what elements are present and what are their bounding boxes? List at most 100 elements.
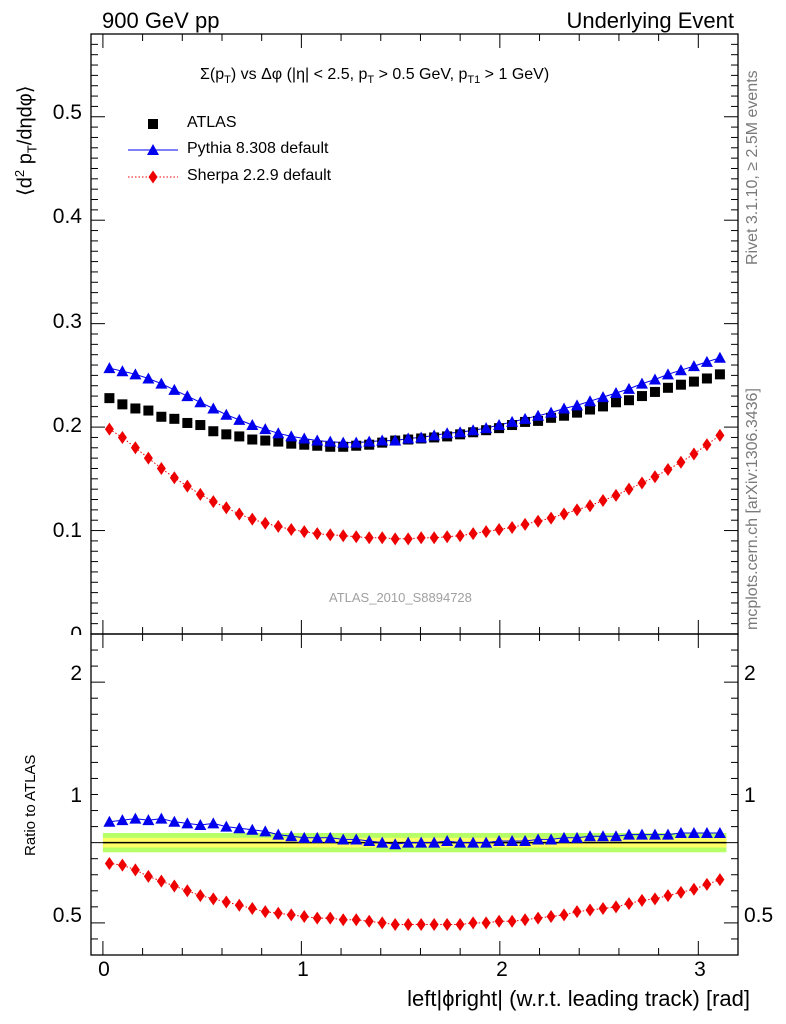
pythia-ratio-point	[635, 828, 648, 840]
main-ytick-label: 0.2	[52, 414, 82, 437]
pythia-ratio-point	[285, 830, 298, 842]
pythia-data-point	[480, 422, 493, 434]
sherpa-ratio-point	[663, 889, 673, 903]
sherpa-data-point	[247, 512, 257, 526]
sherpa-data-point	[234, 507, 244, 521]
pythia-data-point	[454, 426, 467, 438]
rivet-version-label: Rivet 3.1.10, ≥ 2.5M events	[744, 70, 761, 265]
pythia-data-point	[441, 427, 454, 439]
sherpa-ratio-point	[559, 908, 569, 922]
ylabel-part-a: ⟨d	[14, 177, 37, 196]
sherpa-ratio-point	[247, 901, 257, 915]
pythia-ratio-point	[220, 820, 233, 832]
atlas-data-point	[195, 420, 206, 431]
sherpa-ratio-point	[286, 908, 296, 922]
pythia-data-point	[610, 386, 623, 398]
pythia-ratio-point	[622, 828, 635, 840]
pythia-data-point	[337, 436, 350, 448]
atlas-data-point	[546, 412, 557, 423]
sherpa-ratio-point	[364, 914, 374, 928]
ratio-ytick-label-right: 0.5	[744, 904, 774, 927]
pythia-ratio-point	[129, 812, 142, 824]
pythia-data-point	[194, 396, 207, 408]
sherpa-data-point	[520, 517, 530, 531]
pythia-data-point	[584, 395, 597, 407]
pythia-data-point	[622, 382, 635, 394]
pythia-ratio-point	[324, 831, 337, 843]
ratio-panel-marks	[103, 812, 726, 932]
pythia-data-point	[467, 424, 480, 436]
pythia-data-point	[661, 368, 674, 380]
pythia-ratio-point	[597, 830, 610, 842]
main-ytick-label: 0.5	[52, 101, 82, 124]
sherpa-ratio-point	[429, 918, 439, 932]
sherpa-data-point	[650, 470, 660, 484]
pythia-ratio-point	[363, 835, 376, 847]
sherpa-data-point	[611, 488, 621, 502]
pythia-data-point	[597, 391, 610, 403]
sherpa-ratio-point	[403, 918, 413, 932]
pythia-ratio-point	[506, 835, 519, 847]
sherpa-data-point	[377, 531, 387, 545]
atlas-data-point	[117, 399, 128, 410]
sherpa-ratio-point	[351, 913, 361, 927]
atlas-data-point	[130, 403, 141, 414]
pythia-data-point	[506, 415, 519, 427]
atlas-data-point	[662, 382, 673, 393]
atlas-data-point	[260, 435, 271, 446]
sherpa-ratio-point	[481, 916, 491, 930]
sherpa-data-point	[338, 529, 348, 543]
sherpa-ratio-point	[338, 913, 348, 927]
pythia-data-point	[558, 402, 571, 414]
sherpa-data-point	[481, 525, 491, 539]
atlas-data-point	[169, 413, 180, 424]
sherpa-data-point	[624, 482, 634, 496]
sherpa-data-point	[455, 529, 465, 543]
legend-sherpa-marker	[148, 170, 158, 184]
pythia-data-point	[259, 423, 272, 435]
atlas-data-point	[611, 397, 622, 408]
sherpa-data-point	[507, 520, 517, 534]
pythia-ratio-point	[298, 831, 311, 843]
pythia-ratio-point	[142, 814, 155, 826]
atlas-data-point	[649, 386, 660, 397]
pythia-data-point	[116, 365, 129, 377]
xtick-label: 1	[297, 958, 309, 981]
sherpa-ratio-point	[416, 918, 426, 932]
sherpa-data-point	[351, 530, 361, 544]
pythia-ratio-point	[337, 833, 350, 845]
sherpa-ratio-point	[702, 877, 712, 891]
pythia-ratio-point	[246, 823, 259, 835]
pythia-ratio-point	[584, 830, 597, 842]
pythia-ratio-point	[181, 817, 194, 829]
atlas-data-point	[675, 379, 686, 390]
pythia-data-point	[415, 431, 428, 443]
sherpa-data-point	[663, 463, 673, 477]
sherpa-ratio-point	[572, 905, 582, 919]
main-panel-marks	[103, 351, 726, 546]
sherpa-data-point	[182, 479, 192, 493]
pythia-ratio-point	[259, 825, 272, 837]
ratio-frame-rect	[90, 633, 739, 956]
sherpa-data-point	[468, 527, 478, 541]
pythia-ratio-point	[545, 833, 558, 845]
sherpa-ratio-point	[325, 911, 335, 925]
pythia-ratio-point	[519, 835, 532, 847]
pythia-data-point	[298, 432, 311, 444]
sherpa-data-point	[533, 514, 543, 528]
atlas-data-point	[312, 440, 323, 451]
sherpa-ratio-point	[182, 884, 192, 898]
pythia-ratio-point	[311, 831, 324, 843]
sherpa-ratio-point	[299, 909, 309, 923]
header-right-label: Underlying Event	[566, 8, 734, 33]
atlas-data-point	[585, 404, 596, 415]
sherpa-ratio-point	[455, 918, 465, 932]
sherpa-data-point	[598, 494, 608, 508]
sherpa-ratio-point	[117, 858, 127, 872]
xtick-label: 0	[98, 958, 110, 981]
main-ytick-label: 0.1	[52, 519, 82, 542]
ratio-panel-frame	[90, 633, 739, 956]
sherpa-data-point	[221, 501, 231, 515]
atlas-data-point	[533, 415, 544, 426]
sherpa-ratio-point	[507, 914, 517, 928]
